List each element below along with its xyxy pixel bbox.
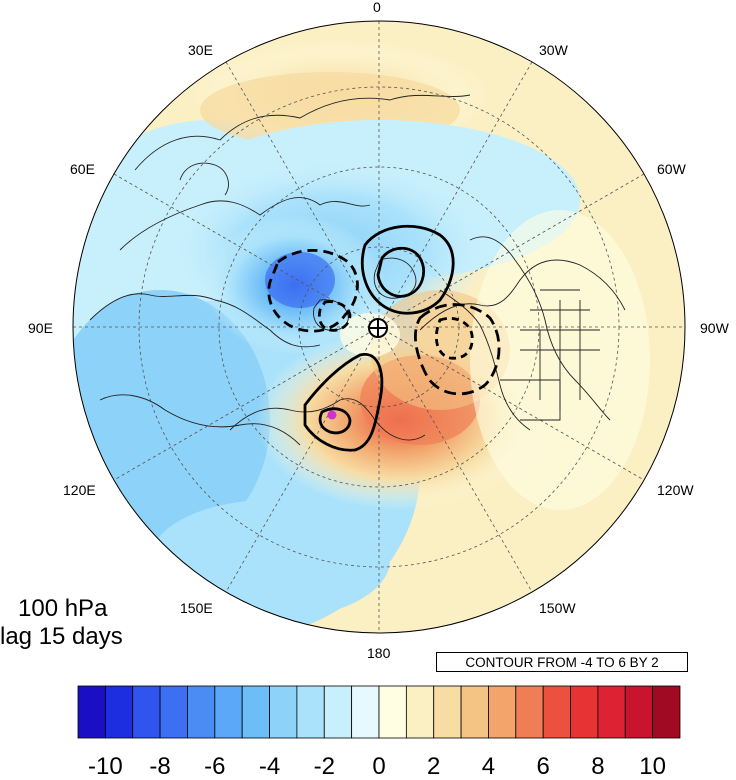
colorbar-swatch xyxy=(241,685,270,739)
colorbar-swatch xyxy=(488,685,517,739)
shaded-field xyxy=(73,21,685,633)
colorbar-tick-label: -2 xyxy=(313,753,335,780)
colorbar-tick-label: -6 xyxy=(204,753,226,780)
colorbar-swatch xyxy=(132,685,161,739)
colorbar-swatch xyxy=(624,685,654,739)
colorbar-tick-label: 0 xyxy=(372,753,386,780)
positive-contour-inner-small xyxy=(318,407,352,435)
colorbar-tick-label: -4 xyxy=(258,753,281,780)
lon-label-120e: 120E xyxy=(63,482,96,498)
colorbar-swatch xyxy=(405,685,435,739)
colorbar-swatch xyxy=(187,685,216,739)
colorbar-swatch xyxy=(597,685,626,739)
location-marker-dot xyxy=(327,410,337,420)
lon-label-180: 180 xyxy=(367,645,391,661)
lon-label-120w: 120W xyxy=(657,482,694,498)
colorbar-tick-label: 4 xyxy=(481,753,496,780)
colorbar-tick-label: 6 xyxy=(536,753,550,780)
positive-contour-east-siberia xyxy=(303,353,384,452)
pole-marker xyxy=(368,318,388,338)
negative-contour-alaska xyxy=(414,303,501,396)
colorbar-tick-label: -8 xyxy=(149,753,171,780)
negative-contour-alaska-inner xyxy=(435,317,474,360)
colorbar-swatch xyxy=(159,685,188,739)
positive-contour-arctic xyxy=(360,224,455,315)
colorbar-tick-label: 8 xyxy=(591,753,605,780)
lon-label-90e: 90E xyxy=(28,320,53,336)
colorbar-swatch xyxy=(515,685,544,739)
lon-label-60e: 60E xyxy=(70,161,95,177)
lon-label-0: 0 xyxy=(373,0,381,15)
colorbar-swatch xyxy=(77,685,106,739)
colorbar-swatch xyxy=(570,685,599,739)
negative-contour-siberia-inner xyxy=(317,300,352,332)
lon-label-90w: 90W xyxy=(700,320,729,336)
colorbar-swatch xyxy=(104,685,134,739)
map-boundary xyxy=(72,20,686,634)
colorbar-swatch xyxy=(460,685,489,739)
colorbar-tick-label: 2 xyxy=(427,753,441,780)
negative-contour-siberia xyxy=(267,248,359,333)
positive-contour-arctic-inner xyxy=(376,246,425,298)
colorbar-swatch xyxy=(433,685,462,739)
colorbar-swatch xyxy=(652,685,681,739)
colorbar xyxy=(77,685,681,739)
lon-label-30e: 30E xyxy=(188,42,213,58)
colorbar-swatch xyxy=(269,685,298,739)
lon-label-30w: 30W xyxy=(539,42,568,58)
lag-label: lag 15 days xyxy=(0,623,123,650)
colorbar-tick-label: 10 xyxy=(639,753,666,780)
colorbar-swatch xyxy=(378,685,407,739)
colorbar-swatch xyxy=(296,685,325,739)
colorbar-swatch xyxy=(542,685,571,739)
contour-info-box: CONTOUR FROM -4 TO 6 BY 2 xyxy=(436,652,688,672)
lon-label-150e: 150E xyxy=(180,600,213,616)
colorbar-swatch xyxy=(214,685,243,739)
colorbar-swatch xyxy=(323,685,353,739)
lon-label-60w: 60W xyxy=(657,161,686,177)
contour-lines xyxy=(267,224,501,452)
level-label: 100 hPa xyxy=(18,595,108,622)
colorbar-tick-label: -10 xyxy=(88,753,123,780)
lon-label-150w: 150W xyxy=(539,600,576,616)
colorbar-swatch xyxy=(351,685,380,739)
